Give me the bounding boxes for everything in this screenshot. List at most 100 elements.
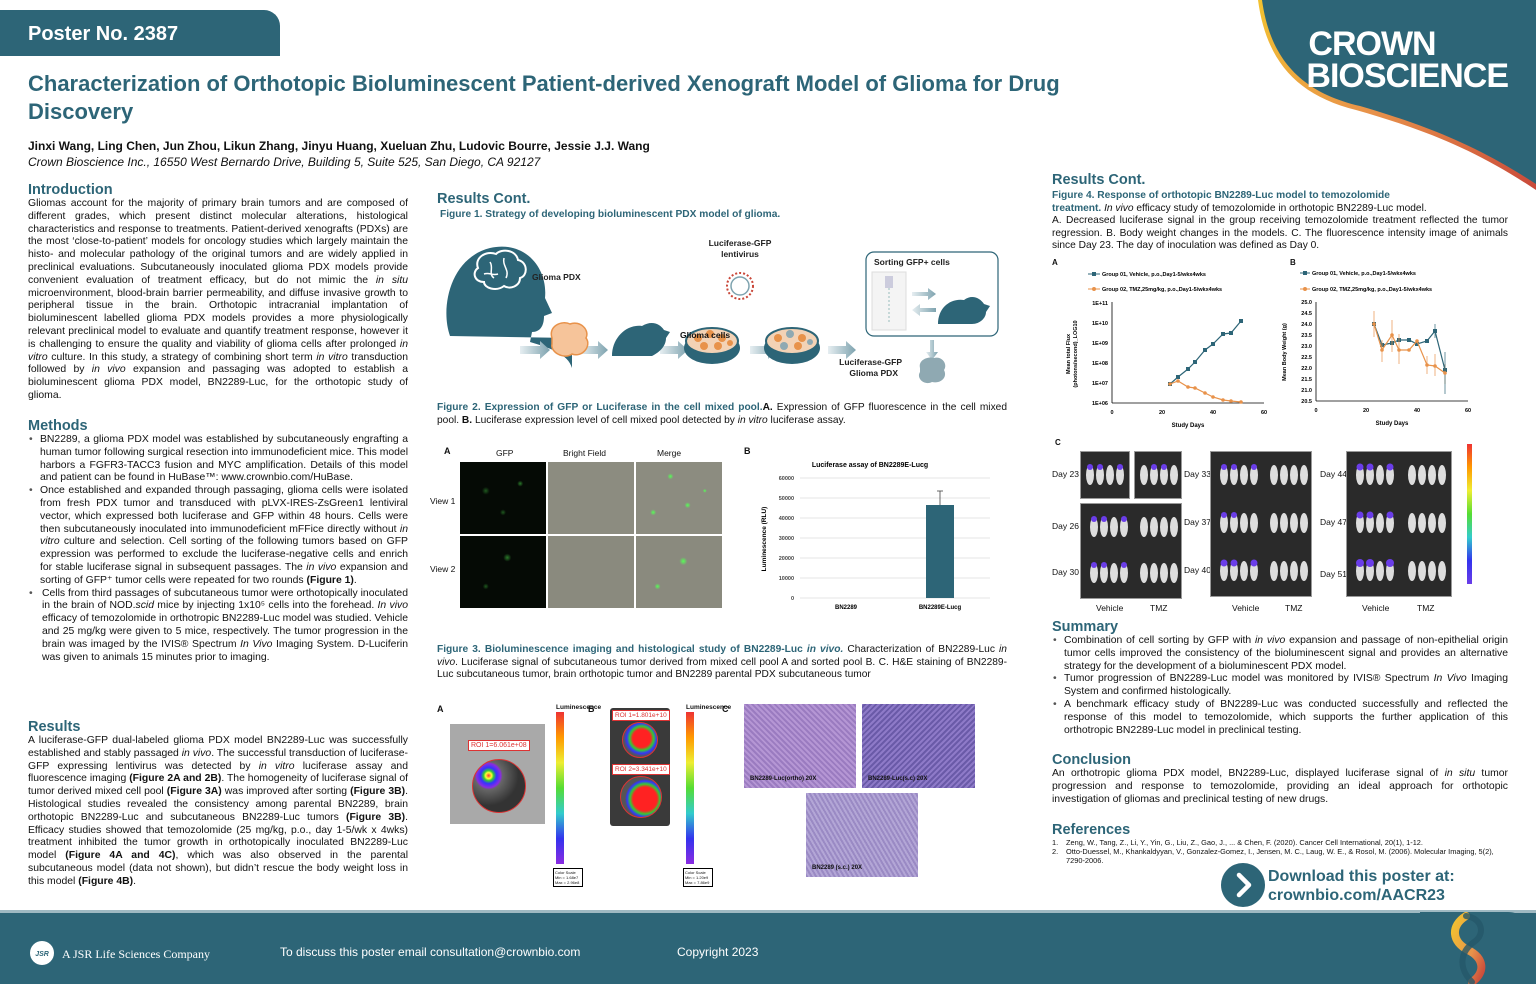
results-heading: Results [28,719,81,735]
svg-text:Group 02, TMZ,25mg/kg, p.o.,Da: Group 02, TMZ,25mg/kg, p.o.,Day1-5/wkx4w… [1312,287,1432,293]
summary-item: Combination of cell sorting by GFP with … [1052,635,1508,673]
methods-item: BN2289, a glioma PDX model was establish… [28,434,408,485]
svg-text:50000: 50000 [779,496,794,502]
day-label: Day 30 [1052,567,1079,577]
svg-text:0: 0 [1314,408,1317,414]
conclusion-heading: Conclusion [1052,752,1131,768]
fig4-panel-a-label: A [1052,258,1058,267]
fig2-col-brightfield: Bright Field [563,448,606,458]
methods-section: Methods BN2289, a glioma PDX model was e… [28,418,408,664]
fig2-row-view2: View 2 [430,564,456,574]
reference-item: 2. Otto-Duessel, M., Khankaldyyan, V., Go… [1052,847,1494,865]
svg-text:Glioma PDX: Glioma PDX [849,368,898,378]
summary-section: Summary Combination of cell sorting by G… [1052,619,1508,737]
gfp-view1-image [460,462,546,534]
svg-text:Study Days: Study Days [1376,421,1409,427]
jsr-company-text: A JSR Life Sciences Company [62,947,210,961]
footer: JSR A JSR Life Sciences Company To discu… [0,910,1536,984]
footer-contact[interactable]: To discuss this poster email consultatio… [280,945,581,959]
svg-text:Luminescence (RLU): Luminescence (RLU) [761,507,768,572]
svg-text:Luciferase-GFP: Luciferase-GFP [839,357,902,367]
merge-view1-image [636,462,722,534]
svg-text:1E+11: 1E+11 [1092,301,1108,307]
svg-text:0: 0 [791,596,794,602]
introduction-text: Gliomas account for the majority of prim… [28,198,409,401]
svg-text:Mean total Flux: Mean total Flux [1066,333,1072,374]
introduction-section: Introduction Gliomas account for the maj… [28,182,408,403]
svg-text:24.0: 24.0 [1301,322,1312,328]
day-label: Day 23 [1052,469,1079,479]
poster-title: Characterization of Orthotopic Biolumine… [28,71,1060,124]
day-label: Day 47 [1320,517,1347,527]
svg-text:30000: 30000 [779,536,794,542]
svg-text:10000: 10000 [779,576,794,582]
histology-sc-image: BN2289-Luc(s.c) 20X [862,704,975,788]
svg-text:40: 40 [1414,408,1420,414]
brightfield-view1-image [548,462,634,534]
day-label: Day 26 [1052,521,1079,531]
svg-text:JSR: JSR [35,951,49,958]
fig3b-color-scale-box: Color Scale Min = 1.20e9 Max = 7.86e9 [683,868,713,887]
group-label-tmz: TMZ [1285,603,1303,613]
svg-text:BN2289E-Lucg: BN2289E-Lucg [919,605,962,611]
summary-heading: Summary [1052,619,1119,635]
results-cont-heading: Results Cont. [437,191,531,207]
mouse-silhouettes [1086,463,1446,583]
flux-line-chart: Group 01, Vehicle, p.o.,Day1-5/wkx4wks G… [1066,272,1267,429]
svg-text:23.0: 23.0 [1301,344,1312,350]
methods-item: Cells from third passages of subcutaneou… [28,588,408,665]
brain-icon [473,249,527,290]
group-label-vehicle: Vehicle [1232,603,1260,613]
svg-text:Group 01, Vehicle, p.o.,Day1-5: Group 01, Vehicle, p.o.,Day1-5/wkx4wks [1102,272,1206,278]
svg-text:Luciferase-GFP: Luciferase-GFP [709,238,772,248]
brightfield-view2-image [548,536,634,608]
svg-text:lentivirus: lentivirus [721,249,759,259]
conclusion-text: An orthotropic glioma PDX model, BN2289-… [1052,768,1508,805]
results-section: Results A luciferase-GFP dual-labeled gl… [28,719,408,889]
svg-text:22.5: 22.5 [1301,355,1312,361]
svg-text:25.0: 25.0 [1301,300,1312,306]
methods-item: Once established and expanded through pa… [28,485,408,587]
fig2-panel-a-label: A [444,446,451,456]
svg-text:1E+08: 1E+08 [1092,361,1108,367]
crown-bioscience-logo: CROWN BIOSCIENCE [1306,25,1509,95]
summary-item: A benchmark efficacy study of BN2289-Luc… [1052,699,1508,737]
fig2-col-merge: Merge [657,448,682,458]
poster-number-tab: Poster No. 2387 [0,10,280,56]
download-link[interactable]: Download this poster at: crownbio.com/AA… [1268,868,1455,904]
references-section: References 1. Zeng, W., Tang, Z., Li, Y.,… [1052,822,1508,865]
svg-text:40: 40 [1210,410,1216,416]
svg-text:BN2289: BN2289 [835,605,858,611]
fig2-microscopy-grid [460,462,722,608]
fig2-col-gfp: GFP [496,448,514,458]
results-text: A luciferase-GFP dual-labeled glioma PDX… [28,735,409,887]
svg-text:Glioma PDX: Glioma PDX [532,272,581,282]
histology-parental-image: BN2289 (s.c.) 20X [806,793,918,877]
svg-text:0: 0 [1110,410,1113,416]
svg-text:Group 02, TMZ,25mg/kg, p.o.,Da: Group 02, TMZ,25mg/kg, p.o.,Day1-5/wkx4w… [1102,287,1222,293]
fig4-panel-b-label: B [1290,258,1296,267]
svg-text:60: 60 [1261,410,1267,416]
conclusion-section: Conclusion An orthotropic glioma PDX mod… [1052,752,1508,806]
svg-text:Luciferase assay of BN2289E-Lu: Luciferase assay of BN2289E-Lucg [812,462,928,469]
svg-text:1E+10: 1E+10 [1092,321,1108,327]
day-label: Day 51 [1320,569,1347,579]
fig3-panel-b-label: B [588,704,595,714]
svg-text:1E+09: 1E+09 [1092,341,1108,347]
group-label-tmz: TMZ [1417,603,1435,613]
methods-list: BN2289, a glioma PDX model was establish… [28,434,408,664]
logo-background-swoosh [1258,0,1536,190]
chevron-right-icon [1236,872,1252,898]
references-heading: References [1052,822,1131,838]
svg-text:1E+07: 1E+07 [1092,381,1108,387]
summary-item: Tumor progression of BN2289-Luc model wa… [1052,673,1508,699]
day-label: Day 40 [1184,565,1211,575]
figure4-caption: Figure 4. Response of orthotopic BN2289-… [1052,190,1508,252]
day-label: Day 33 [1184,469,1211,479]
download-arrow-button[interactable] [1221,863,1265,907]
svg-text:Study Days: Study Days [1172,423,1205,429]
group-label-tmz: TMZ [1150,603,1168,613]
authors: Jinxi Wang, Ling Chen, Jun Zhou, Likun Z… [28,139,650,153]
svg-text:22.0: 22.0 [1301,366,1312,372]
svg-text:21.0: 21.0 [1301,388,1312,394]
